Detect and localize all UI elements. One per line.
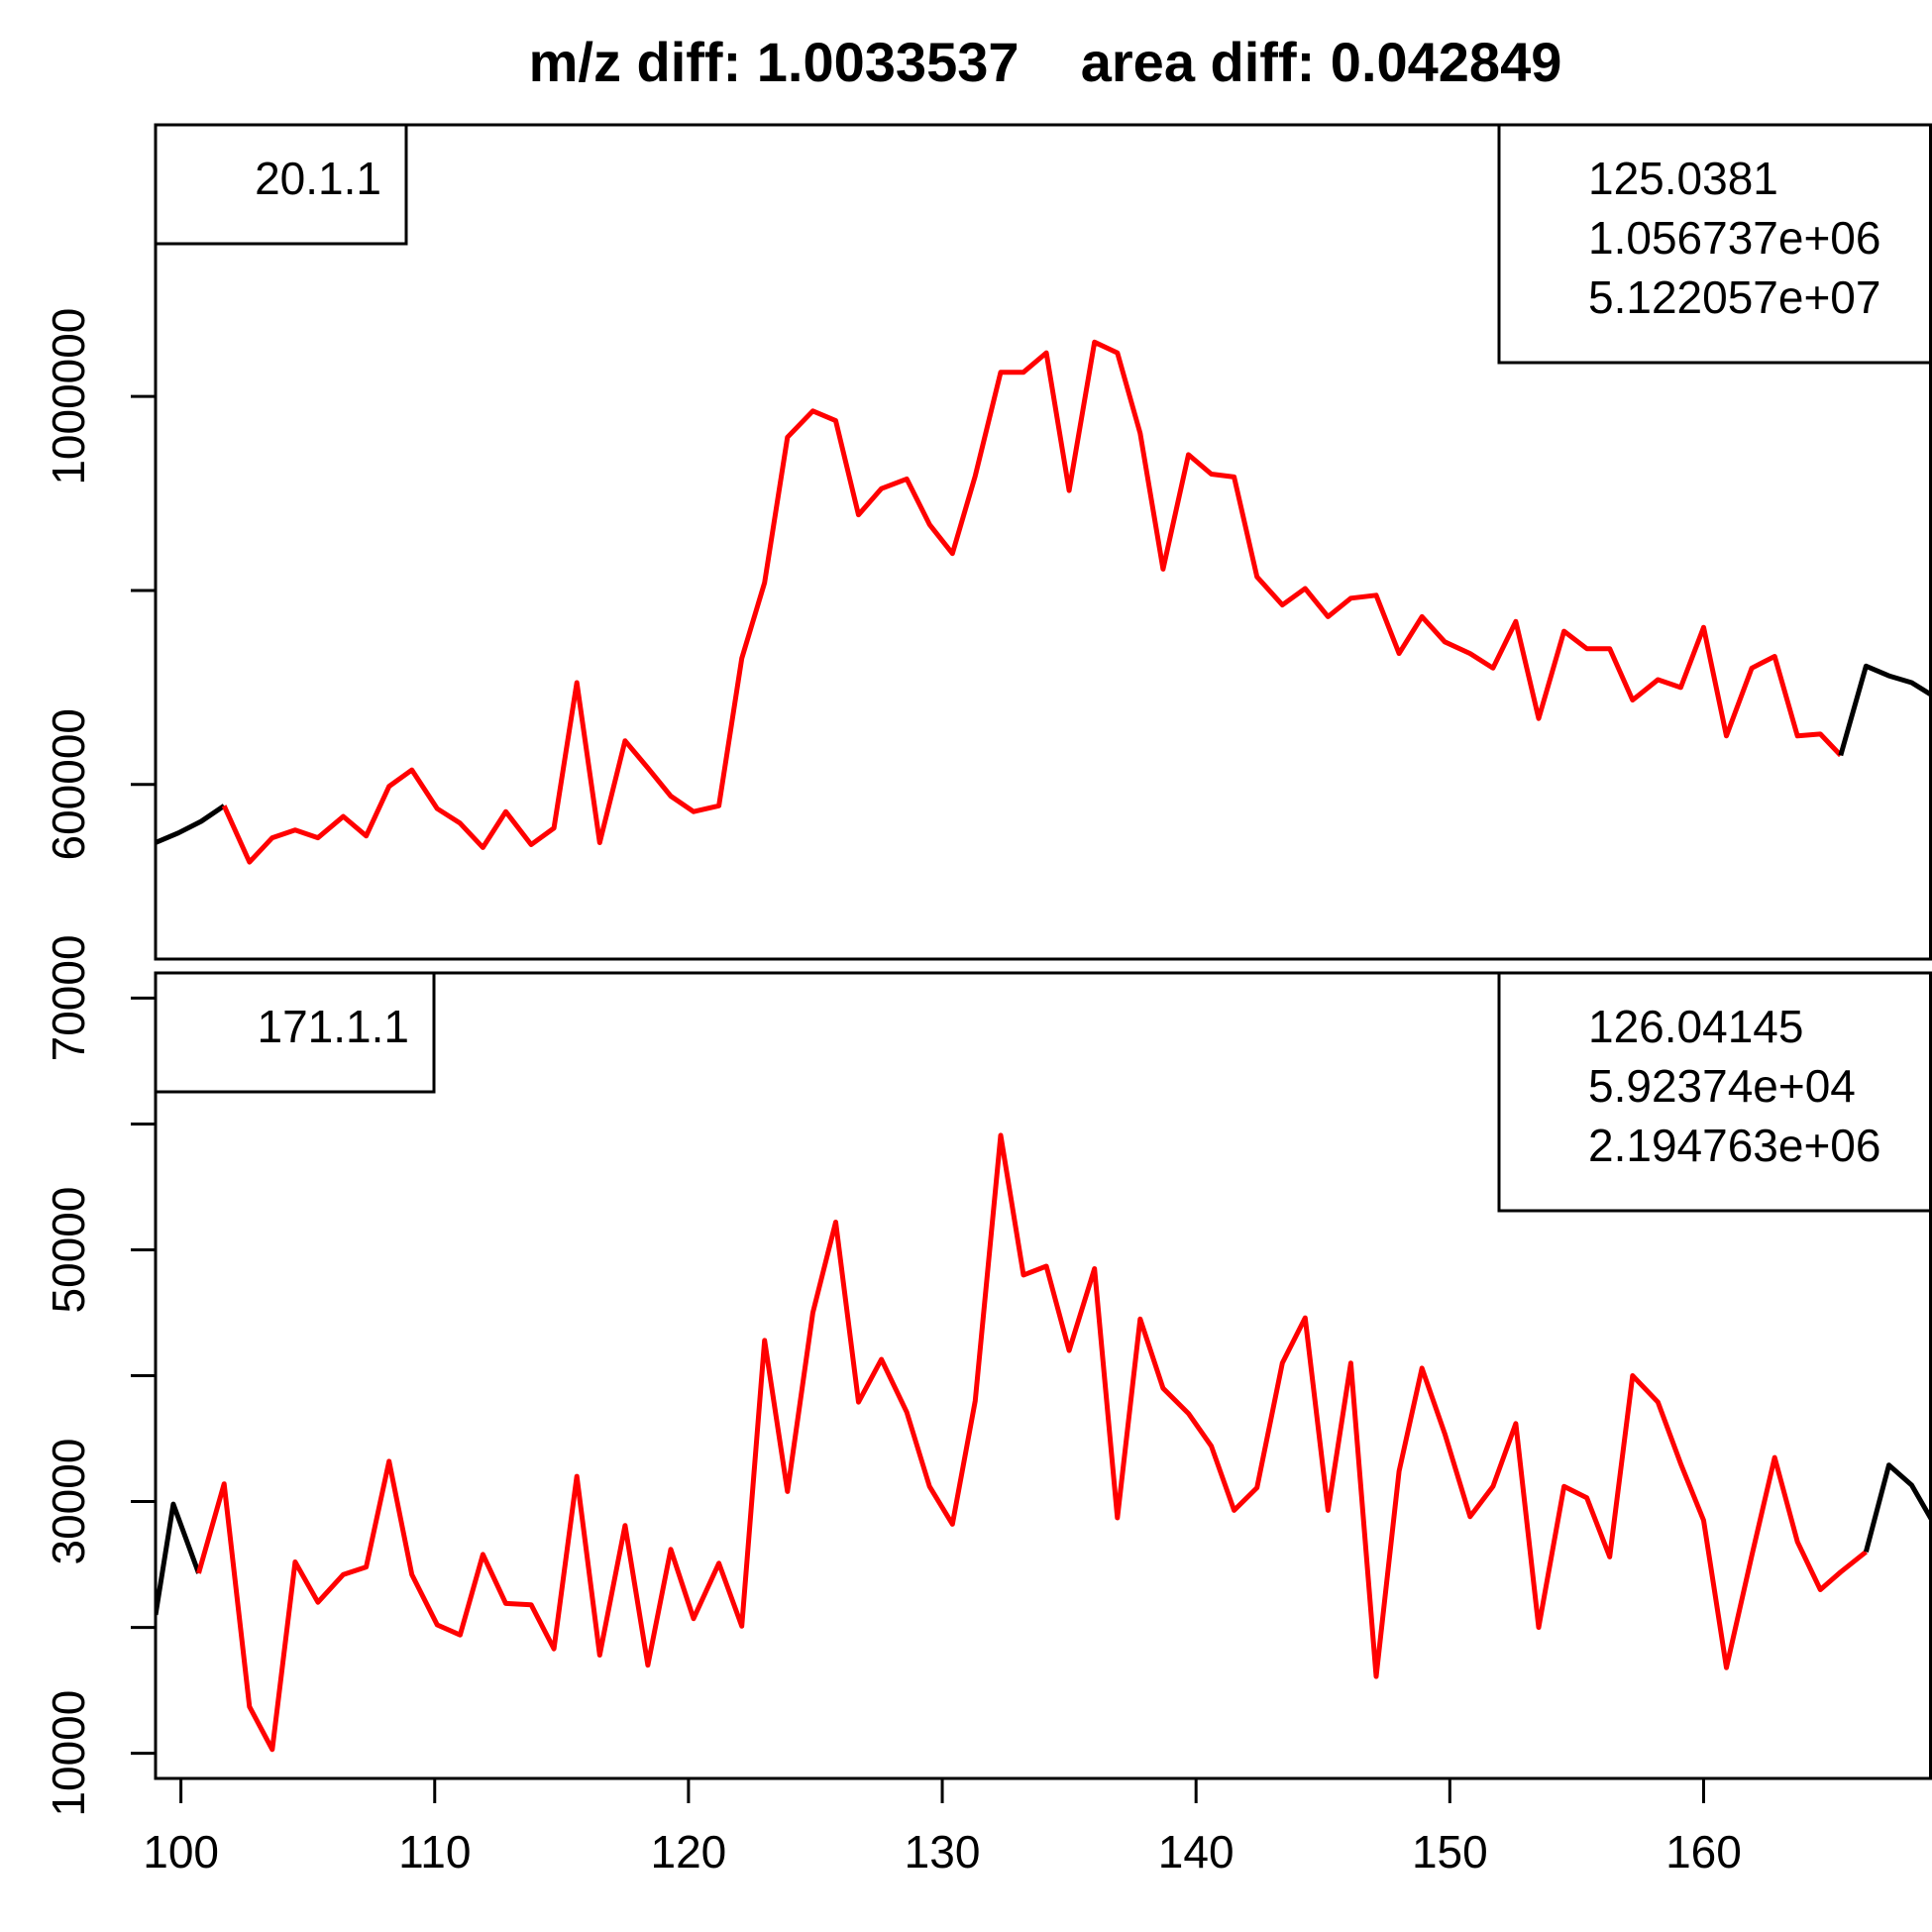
legend-right-line-1-1: 1.056737e+06: [1588, 212, 1880, 264]
series-line-base-1-2: [1838, 663, 1932, 757]
x-tick-label-0: 100: [143, 1826, 219, 1878]
legend-left-box-2: [154, 971, 436, 1094]
legend-right-line-1-0: 125.0381: [1588, 153, 1778, 204]
y-tick-label-1-0: 600000: [43, 708, 94, 861]
panel-1: 600000 1000000 20.1.1 125.0381 1.056737e+06 5…: [43, 123, 1932, 961]
legend-left-label-1: 20.1.1: [255, 153, 381, 204]
x-tick-label-1: 110: [398, 1826, 471, 1878]
panel-1-lines: [156, 339, 1932, 865]
legend-right-line-2-1: 5.92374e+04: [1588, 1060, 1856, 1112]
legend-right-box-2: [1497, 971, 1932, 1213]
legend-left-box-1: [154, 123, 408, 246]
series-line-base-2-2: [1863, 1462, 1932, 1553]
y-tick-label-2-0: 10000: [43, 1690, 94, 1817]
chart-title: m/z diff: 1.0033537 area diff: 0.042849: [529, 31, 1562, 93]
y-tick-label-2-2: 30000: [43, 1439, 94, 1565]
legend-right-box-1: [1497, 123, 1932, 365]
x-tick-label-2: 120: [651, 1826, 727, 1878]
x-tick-label-6: 160: [1665, 1826, 1742, 1878]
series-line-highlight-1-1: [221, 339, 1843, 865]
legend-right-line-1-2: 5.122057e+07: [1588, 271, 1880, 323]
legend-left-label-2: 171.1.1: [258, 1001, 409, 1052]
series-line-highlight-2-1: [196, 1132, 1868, 1753]
y-tick-label-2-4: 50000: [43, 1187, 94, 1314]
y-tick-label-1-2: 1000000: [43, 308, 94, 485]
panel-1-frame: [154, 123, 1932, 961]
x-tick-label-3: 130: [905, 1826, 981, 1878]
x-tick-label-5: 150: [1412, 1826, 1488, 1878]
panel-2: 10000 30000 50000 70000 171.1.1 126.04145 5.92…: [43, 934, 1932, 1817]
panel-2-lines: [156, 1132, 1932, 1753]
x-axis: 100 110 120 130 140 150 160: [143, 1776, 1742, 1878]
x-tick-label-4: 140: [1158, 1826, 1234, 1878]
legend-right-line-2-0: 126.04145: [1588, 1001, 1803, 1052]
series-line-base-1-0: [156, 804, 226, 845]
series-line-base-2-0: [156, 1501, 201, 1616]
y-tick-label-2-6: 70000: [43, 934, 94, 1061]
panels-group: 600000 1000000 20.1.1 125.0381 1.056737e+06 5…: [43, 123, 1932, 1817]
legend-right-line-2-2: 2.194763e+06: [1588, 1120, 1880, 1171]
